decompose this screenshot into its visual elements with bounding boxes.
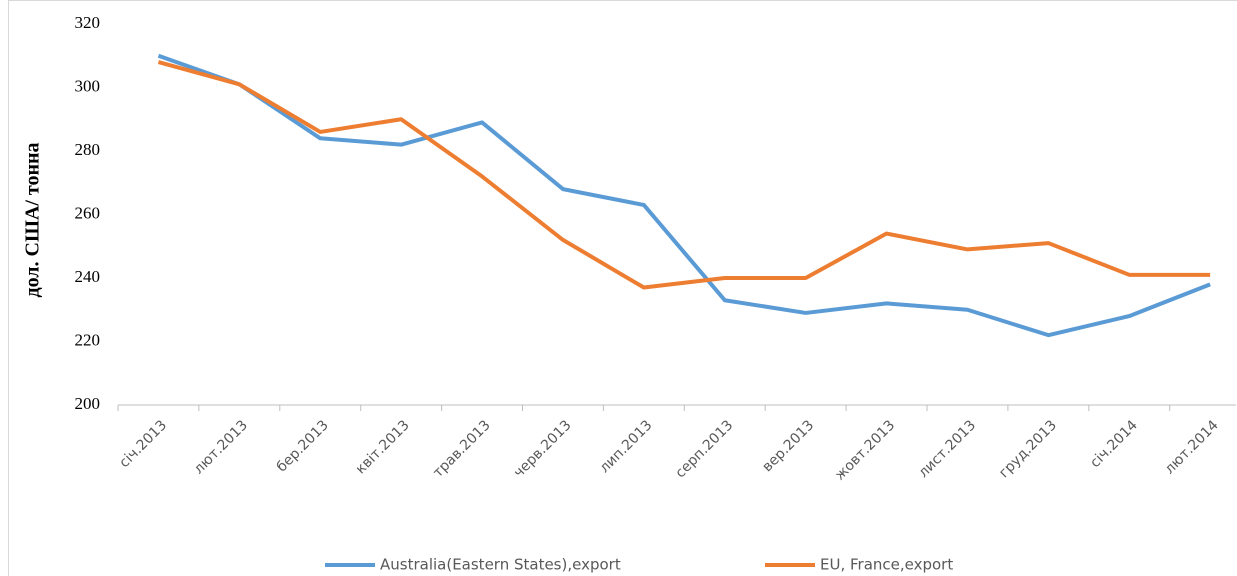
y-tick-label: 280 (75, 140, 101, 159)
y-tick-label: 320 (75, 13, 101, 32)
x-tick-label: січ.2014 (1087, 417, 1141, 471)
y-tick-label: 260 (75, 203, 101, 222)
x-tick-label: квіт.2013 (353, 417, 413, 477)
x-tick-label: черв.2013 (511, 417, 575, 481)
x-tick-label: вер.2013 (759, 417, 817, 475)
data-line (157, 60, 1211, 290)
x-tick-label: груд.2013 (996, 417, 1060, 481)
x-tick-label: бер.2013 (274, 417, 332, 475)
data-line (157, 53, 1211, 338)
x-tick-label: лют.2013 (191, 417, 251, 477)
x-tick-label: лип.2013 (597, 417, 656, 476)
legend-label: Australia(Eastern States),export (380, 556, 621, 574)
y-tick-label: 240 (75, 267, 101, 286)
x-tick-label: серп.2013 (672, 417, 736, 481)
chart-frame (8, 0, 1237, 576)
x-tick-label: трав.2013 (430, 417, 494, 481)
legend-label: EU, France,export (820, 556, 953, 574)
x-tick-label: січ.2013 (116, 417, 170, 471)
y-tick-label: 220 (75, 330, 101, 349)
x-tick-label: лист.2013 (915, 417, 979, 481)
y-tick-label: 300 (75, 76, 101, 95)
x-tick-label: жовт.2013 (832, 417, 898, 483)
y-axis-label: дол. США/ тонна (22, 142, 44, 297)
x-tick-label: лют.2014 (1162, 417, 1222, 477)
y-tick-label: 200 (75, 394, 101, 413)
